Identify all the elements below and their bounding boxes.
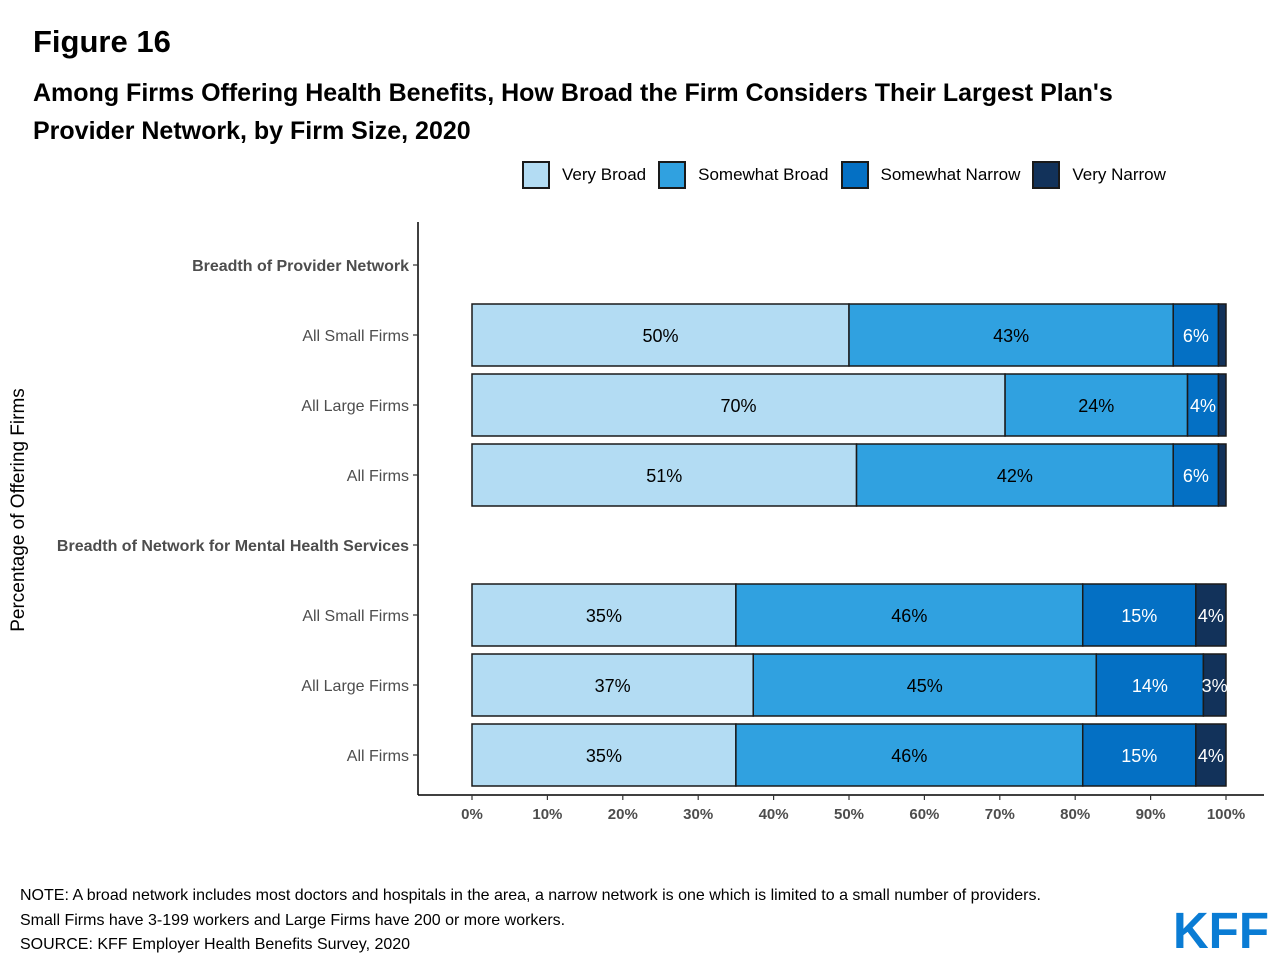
bar-segment-somewhat-broad <box>1004 373 1189 437</box>
x-tick-label: 50% <box>834 806 864 823</box>
y-axis-title: Percentage of Offering Firms <box>8 388 29 632</box>
chart-title: Among Firms Offering Health Benefits, Ho… <box>33 74 1233 150</box>
legend-swatch-very-broad <box>522 161 550 189</box>
legend-item-very-broad: Very Broad <box>522 161 646 189</box>
bar-segment-very-narrow <box>1202 653 1227 717</box>
data-label: 15% <box>1121 606 1157 626</box>
data-label: 4% <box>1190 396 1216 416</box>
bar-segment-very-narrow <box>1195 583 1227 647</box>
bar-segment-very-narrow <box>1217 303 1227 367</box>
chart-legend: Very Broad Somewhat Broad Somewhat Narro… <box>522 159 1178 191</box>
data-label: 24% <box>1078 396 1114 416</box>
data-label: 14% <box>1132 676 1168 696</box>
y-category-label: All Large Firms <box>301 398 409 415</box>
x-tick-label: 70% <box>985 806 1015 823</box>
source-line: SOURCE: KFF Employer Health Benefits Sur… <box>20 936 411 953</box>
x-tick-label: 100% <box>1207 806 1245 823</box>
legend-label-somewhat-narrow: Somewhat Narrow <box>880 165 1021 184</box>
data-label: 6% <box>1183 326 1209 346</box>
chart-title-line-1: Among Firms Offering Health Benefits, Ho… <box>33 79 1113 107</box>
bar-segment-somewhat-broad <box>735 723 1084 787</box>
x-tick-label: 80% <box>1060 806 1090 823</box>
bar-segment-very-broad <box>471 653 754 717</box>
data-label: 3% <box>1202 676 1228 696</box>
kff-logo-text: KFF <box>1173 906 1269 952</box>
y-category-label: All Large Firms <box>301 678 409 695</box>
x-tick-label: 60% <box>909 806 939 823</box>
chart-title-line-2: Provider Network, by Firm Size, 2020 <box>33 117 471 145</box>
data-label: 4% <box>1198 606 1224 626</box>
legend-label-very-narrow: Very Narrow <box>1072 165 1166 184</box>
bar-segment-very-narrow <box>1217 443 1227 507</box>
data-label: 35% <box>586 746 622 766</box>
y-category-label: All Firms <box>347 748 409 765</box>
data-label: 51% <box>646 466 682 486</box>
data-label: 4% <box>1198 746 1224 766</box>
bar-segment-somewhat-broad <box>855 443 1174 507</box>
legend-label-somewhat-broad: Somewhat Broad <box>698 165 829 184</box>
legend-swatch-very-narrow <box>1032 161 1061 189</box>
legend-swatch-somewhat-narrow <box>840 161 869 189</box>
bar-segment-very-narrow <box>1217 373 1227 437</box>
bar-segment-very-broad <box>471 303 850 367</box>
bar-segment-somewhat-broad <box>848 303 1174 367</box>
bar-segment-somewhat-broad <box>735 583 1084 647</box>
legend-swatch-somewhat-broad <box>658 161 687 189</box>
bar-segment-very-broad <box>471 373 1006 437</box>
bar-segment-somewhat-narrow <box>1095 653 1205 717</box>
data-label: 43% <box>993 326 1029 346</box>
x-tick-label: 0% <box>461 806 483 823</box>
data-label: 70% <box>721 396 757 416</box>
figure-label: Figure 16 <box>33 24 171 59</box>
footnotes: NOTE: A broad network includes most doct… <box>20 884 1041 958</box>
data-label: 46% <box>891 606 927 626</box>
x-tick-label: 90% <box>1136 806 1166 823</box>
data-label: 35% <box>586 606 622 626</box>
legend-label-very-broad: Very Broad <box>562 165 647 184</box>
bar-segment-very-broad <box>471 443 858 507</box>
x-tick-label: 40% <box>759 806 789 823</box>
y-category-label: All Small Firms <box>302 608 409 625</box>
x-tick-label: 30% <box>683 806 713 823</box>
kff-logo: KFF <box>1173 906 1269 952</box>
data-label: 42% <box>997 466 1033 486</box>
legend-item-very-narrow: Very Narrow <box>1032 161 1166 189</box>
data-label: 6% <box>1183 466 1209 486</box>
note-line-1: NOTE: A broad network includes most doct… <box>20 887 1041 904</box>
x-tick-label: 10% <box>532 806 562 823</box>
y-section-header: Breadth of Network for Mental Health Ser… <box>57 538 409 555</box>
bar-segment-very-broad <box>471 723 737 787</box>
y-category-label: All Small Firms <box>302 328 409 345</box>
legend-item-somewhat-narrow: Somewhat Narrow <box>840 161 1021 189</box>
bar-segment-somewhat-narrow <box>1172 443 1220 507</box>
data-label: 15% <box>1121 746 1157 766</box>
data-label: 45% <box>907 676 943 696</box>
bar-segment-very-broad <box>471 583 737 647</box>
bar-segment-very-narrow <box>1195 723 1227 787</box>
legend-item-somewhat-broad: Somewhat Broad <box>658 161 829 189</box>
note-line-2: Small Firms have 3-199 workers and Large… <box>20 911 566 929</box>
bar-segment-somewhat-broad <box>752 653 1098 717</box>
x-tick-label: 20% <box>608 806 638 823</box>
y-category-label: All Firms <box>347 468 409 485</box>
data-label: 46% <box>891 746 927 766</box>
data-label: 50% <box>642 326 678 346</box>
data-label: 37% <box>595 676 631 696</box>
bar-segment-somewhat-narrow <box>1186 373 1220 437</box>
y-section-header: Breadth of Provider Network <box>192 258 409 275</box>
